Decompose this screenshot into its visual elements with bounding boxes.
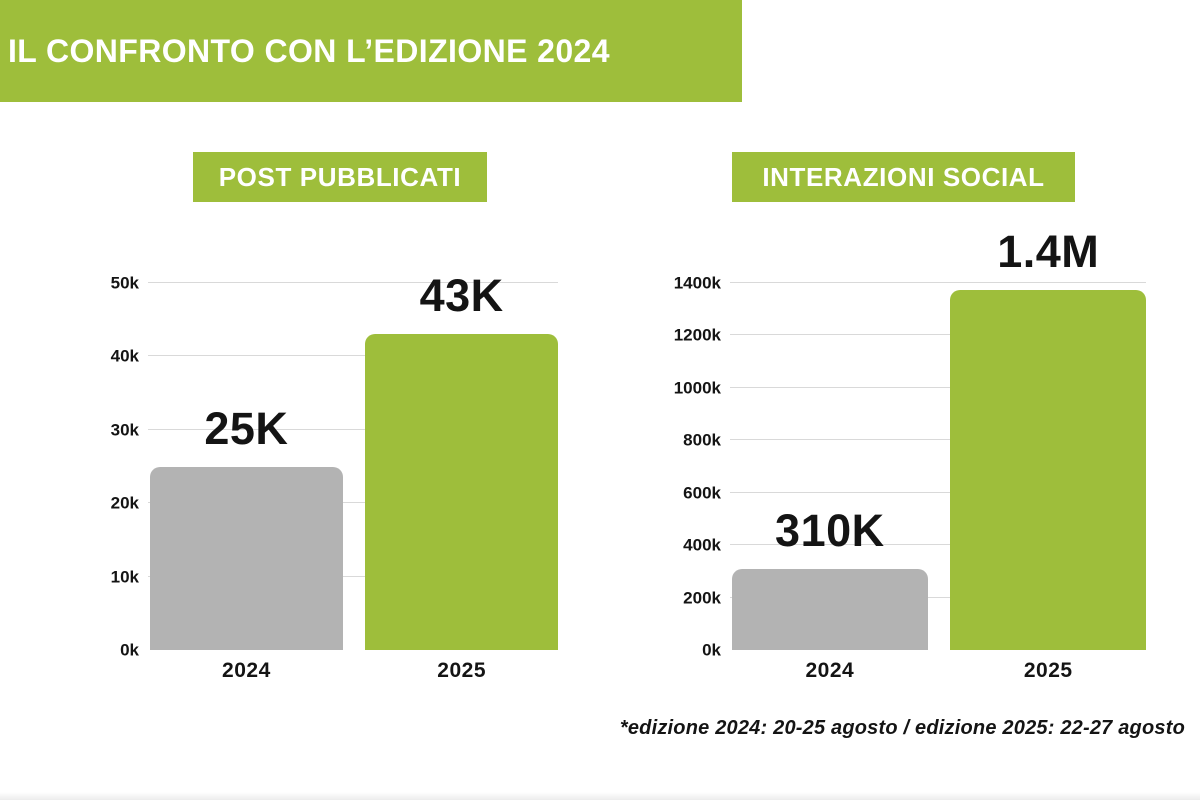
x-axis-label-2025: 2025 — [1023, 659, 1073, 682]
gridline — [730, 282, 1146, 283]
gridline — [730, 386, 1146, 388]
footnote: *edizione 2024: 20-25 agosto / edizione … — [619, 717, 1185, 739]
gridline — [148, 502, 558, 504]
gridline — [148, 282, 558, 283]
gridline — [148, 575, 558, 577]
gridline — [730, 334, 1146, 336]
y-tick-label: 0k — [120, 640, 139, 660]
gridline — [730, 439, 1146, 441]
y-tick-label: 600k — [683, 483, 721, 503]
chart-title: INTERAZIONI SOCIAL — [762, 161, 1045, 192]
bar-chart-interazioni-social: 0k 200k 400k 600k 800k 1000k 1200k 1400k 310K 202… — [674, 229, 1146, 682]
bar-2024 — [150, 466, 343, 650]
y-tick-label: 400k — [683, 535, 721, 555]
chart-title-badge-interazioni-social: INTERAZIONI SOCIAL — [732, 152, 1075, 202]
x-axis-label-2024: 2024 — [805, 659, 855, 682]
gridline — [148, 428, 558, 430]
y-tick-label: 1000k — [673, 378, 721, 398]
y-tick-label: 30k — [110, 420, 139, 440]
y-tick-label: 20k — [110, 493, 139, 513]
y-tick-label: 10k — [110, 567, 139, 587]
y-tick-label: 40k — [110, 346, 139, 366]
bar-value-label-2024: 25K — [204, 402, 289, 454]
gridline — [730, 596, 1146, 598]
bar-value-label-2025: 1.4M — [997, 225, 1100, 277]
y-tick-label: 0k — [702, 640, 721, 660]
bar-chart-post-pubblicati: 0k 10k 20k 30k 40k 50k 25K 2024 43K 2025 — [111, 273, 558, 682]
y-tick-label: 50k — [110, 273, 139, 293]
bar-2025 — [365, 334, 558, 650]
chart-title-badge-post-pubblicati: POST PUBBLICATI — [193, 152, 487, 202]
chart-title: POST PUBBLICATI — [218, 161, 462, 192]
bar-value-label-2025: 43K — [419, 270, 504, 322]
page-title: IL CONFRONTO CON L’EDIZIONE 2024 — [8, 32, 610, 69]
header-banner: IL CONFRONTO CON L’EDIZIONE 2024 — [0, 0, 742, 102]
y-tick-label: 800k — [683, 430, 721, 450]
gridline — [730, 544, 1146, 546]
y-tick-label: 1400k — [673, 273, 721, 293]
y-tick-label: 1200k — [673, 325, 721, 345]
bar-value-label-2024: 310K — [775, 504, 885, 556]
bar-2024 — [732, 568, 928, 650]
bar-2025 — [950, 289, 1146, 650]
gridline — [148, 355, 558, 357]
y-tick-label: 200k — [683, 588, 721, 608]
x-axis-label-2024: 2024 — [222, 659, 271, 682]
gridline — [730, 491, 1146, 493]
x-axis-label-2025: 2025 — [437, 659, 486, 682]
